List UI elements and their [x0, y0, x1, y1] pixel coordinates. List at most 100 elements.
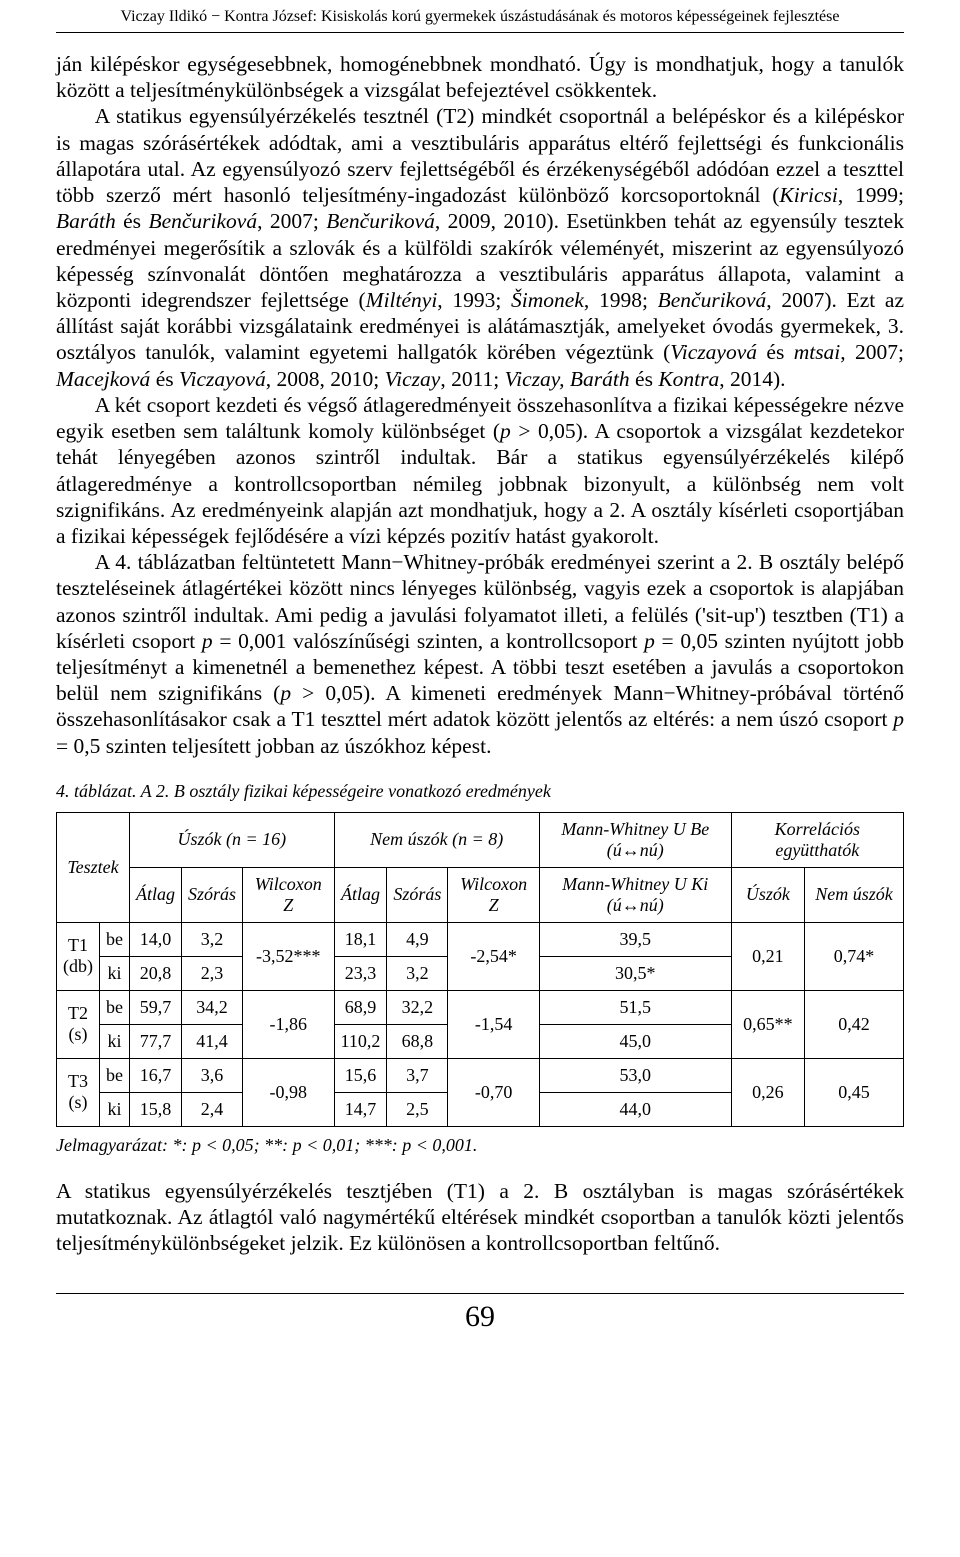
- cell: 51,5: [539, 990, 731, 1024]
- th-mw-ki: Mann-Whitney U Ki (ú↔nú): [539, 867, 731, 922]
- running-head: Viczay Ildikó − Kontra József: Kisiskolá…: [56, 8, 904, 26]
- cell: 59,7: [130, 990, 182, 1024]
- t: és: [630, 367, 659, 391]
- th-szoras: Szórás: [182, 867, 243, 922]
- t: , 1993;: [437, 288, 511, 312]
- cell: 3,2: [182, 922, 243, 956]
- cell: 2,5: [387, 1092, 448, 1126]
- cell-corr-u: 0,26: [731, 1058, 804, 1126]
- cell: 41,4: [182, 1024, 243, 1058]
- cell-wz-u: -3,52***: [243, 922, 335, 990]
- cell: 3,2: [387, 956, 448, 990]
- p-var: p: [644, 629, 655, 653]
- t: , 2007;: [840, 340, 904, 364]
- cell: 4,9: [387, 922, 448, 956]
- t: , 1999;: [838, 183, 904, 207]
- t: és: [116, 209, 149, 233]
- t: = 0,001 valószínűségi szinten, a kontrol…: [213, 629, 644, 653]
- cell: 30,5*: [539, 956, 731, 990]
- t: A statikus egyensúlyérzékelés tesztnél (…: [56, 104, 904, 207]
- t: , 2011;: [440, 367, 504, 391]
- cell: 15,8: [130, 1092, 182, 1126]
- cell: 16,7: [130, 1058, 182, 1092]
- row-ki: ki: [100, 1092, 130, 1126]
- cell: 14,7: [334, 1092, 387, 1126]
- row-ki: ki: [100, 956, 130, 990]
- th-nemuszok-corr: Nem úszók: [805, 867, 904, 922]
- cell-corr-n: 0,42: [805, 990, 904, 1058]
- cell-wz-u: -0,98: [243, 1058, 335, 1126]
- t: , 2014).: [719, 367, 785, 391]
- th-nemuszok: Nem úszók (n = 8): [334, 812, 539, 867]
- paragraph-2: A két csoport kezdeti és végső átlagered…: [56, 392, 904, 549]
- cell: 110,2: [334, 1024, 387, 1058]
- paragraph-1b: A statikus egyensúlyérzékelés tesztnél (…: [56, 103, 904, 391]
- cell-corr-u: 0,21: [731, 922, 804, 990]
- row-be: be: [100, 1058, 130, 1092]
- row-ki: ki: [100, 1024, 130, 1058]
- cell: 18,1: [334, 922, 387, 956]
- th-korr: Korrelációs együtthatók: [731, 812, 903, 867]
- th-tesztek: Tesztek: [57, 812, 130, 922]
- row-be: be: [100, 922, 130, 956]
- t: , 2007;: [257, 209, 326, 233]
- th-atlag: Átlag: [334, 867, 387, 922]
- cell-corr-u: 0,65**: [731, 990, 804, 1058]
- cell: 2,3: [182, 956, 243, 990]
- th-atlag: Átlag: [130, 867, 182, 922]
- cell-wz-n: -1,54: [448, 990, 540, 1058]
- paragraph-3: A 4. táblázatban feltüntetett Mann−Whitn…: [56, 549, 904, 759]
- cell: 68,9: [334, 990, 387, 1024]
- cell: 20,8: [130, 956, 182, 990]
- cell: 3,6: [182, 1058, 243, 1092]
- cite: mtsai: [794, 340, 841, 364]
- cite: Miltényi: [366, 288, 438, 312]
- cell-corr-n: 0,74*: [805, 922, 904, 990]
- cite: Benčuriková: [148, 209, 257, 233]
- cite: Viczayová: [179, 367, 266, 391]
- test-label: T3(s): [57, 1058, 100, 1126]
- test-label: T1(db): [57, 922, 100, 990]
- cite: Viczay, Baráth: [505, 367, 630, 391]
- cell: 45,0: [539, 1024, 731, 1058]
- results-table: Tesztek Úszók (n = 16) Nem úszók (n = 8)…: [56, 812, 904, 1127]
- cell: 34,2: [182, 990, 243, 1024]
- t: és: [150, 367, 179, 391]
- table-caption: 4. táblázat. A 2. B osztály fizikai képe…: [56, 781, 904, 802]
- cite: Macejková: [56, 367, 150, 391]
- cite: Benčuriková: [326, 209, 435, 233]
- cell-corr-n: 0,45: [805, 1058, 904, 1126]
- cell: 23,3: [334, 956, 387, 990]
- th-wilcoxon: Wilcoxon Z: [243, 867, 335, 922]
- page-number: 69: [56, 1293, 904, 1334]
- cell: 15,6: [334, 1058, 387, 1092]
- paragraph-1: ján kilépéskor egységesebbnek, homogéneb…: [56, 51, 904, 103]
- cite: Viczayová: [670, 340, 757, 364]
- cell-wz-n: -0,70: [448, 1058, 540, 1126]
- p-var: p: [280, 681, 291, 705]
- t: és: [757, 340, 794, 364]
- cell: 44,0: [539, 1092, 731, 1126]
- cell: 53,0: [539, 1058, 731, 1092]
- cell: 77,7: [130, 1024, 182, 1058]
- t: , 1998;: [584, 288, 658, 312]
- cite: Šimonek: [511, 288, 584, 312]
- cell: 32,2: [387, 990, 448, 1024]
- cite: Baráth: [56, 209, 116, 233]
- p-var: p: [202, 629, 213, 653]
- paragraph-4: A statikus egyensúlyérzékelés tesztjében…: [56, 1178, 904, 1257]
- cite: Benčuriková: [658, 288, 767, 312]
- cell: 68,8: [387, 1024, 448, 1058]
- cell: 3,7: [387, 1058, 448, 1092]
- row-be: be: [100, 990, 130, 1024]
- t: = 0,5 szinten teljesített jobban az úszó…: [56, 734, 491, 758]
- p1a: ján kilépéskor egységesebbnek, homogéneb…: [56, 52, 904, 102]
- th-uszok: Úszók (n = 16): [130, 812, 335, 867]
- cell-wz-n: -2,54*: [448, 922, 540, 990]
- head-rule: [56, 32, 904, 33]
- t: , 2008, 2010;: [266, 367, 385, 391]
- p-var: p: [893, 707, 904, 731]
- cite: Kiricsi: [779, 183, 838, 207]
- p-var: p: [500, 419, 511, 443]
- test-label: T2(s): [57, 990, 100, 1058]
